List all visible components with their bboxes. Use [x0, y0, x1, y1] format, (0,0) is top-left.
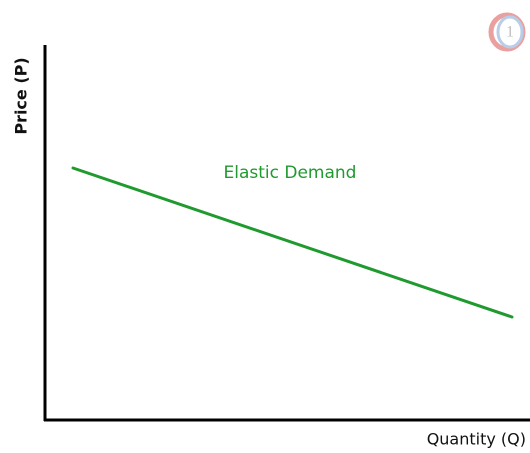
annotation: Elastic Demand [224, 163, 357, 183]
x-axis-label: Quantity (Q) [427, 430, 526, 449]
logo: 1 [488, 12, 526, 52]
logo-mark: 1 [506, 24, 514, 41]
y-axis-label: Price (P) [12, 57, 31, 134]
demand-line [71, 166, 514, 319]
logo-inner [496, 15, 524, 49]
